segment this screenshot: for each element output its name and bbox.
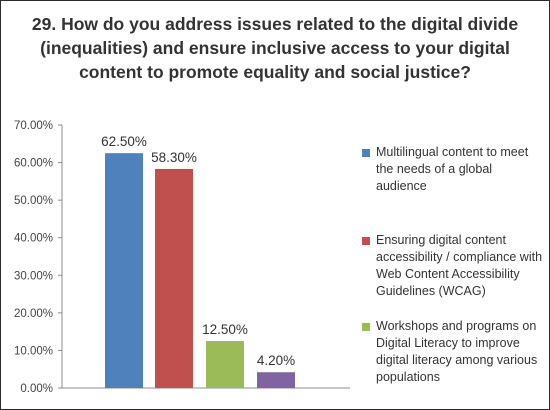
legend-swatch-red xyxy=(362,237,370,245)
data-label: 4.20% xyxy=(257,353,295,368)
data-label: 62.50% xyxy=(101,134,147,149)
data-label: 12.50% xyxy=(202,322,248,337)
y-tick-label: 50.00% xyxy=(14,195,53,207)
bar-unlabeled xyxy=(257,372,295,388)
y-tick-label: 40.00% xyxy=(14,233,53,245)
y-axis: 0.00% 10.00% 20.00% 30.00% 40.00% 50.00% 60.00… xyxy=(14,120,350,395)
legend-swatch-blue xyxy=(362,149,370,157)
legend-label: Workshops and programs on Digital Litera… xyxy=(376,319,538,384)
legend-swatch-green xyxy=(362,323,370,331)
bar-workshops xyxy=(206,341,244,388)
y-tick-label: 0.00% xyxy=(20,383,53,395)
bar-multilingual xyxy=(105,153,143,388)
y-tick-label: 20.00% xyxy=(14,308,53,320)
data-label: 58.30% xyxy=(151,150,197,165)
legend-label: Multilingual content to meet the needs o… xyxy=(376,145,529,193)
legend-label: Ensuring digital content accessibility /… xyxy=(376,233,543,298)
bar-accessibility xyxy=(155,168,193,388)
y-tick-label: 70.00% xyxy=(14,120,53,132)
bars xyxy=(105,153,295,388)
y-tick-label: 60.00% xyxy=(14,158,53,170)
y-tick-label: 10.00% xyxy=(14,345,53,357)
y-tick-label: 30.00% xyxy=(14,270,53,282)
chart-title: 29. How do you address issues related to… xyxy=(31,14,519,82)
data-labels: 62.50% 58.30% 12.50% 4.20% xyxy=(101,134,295,368)
